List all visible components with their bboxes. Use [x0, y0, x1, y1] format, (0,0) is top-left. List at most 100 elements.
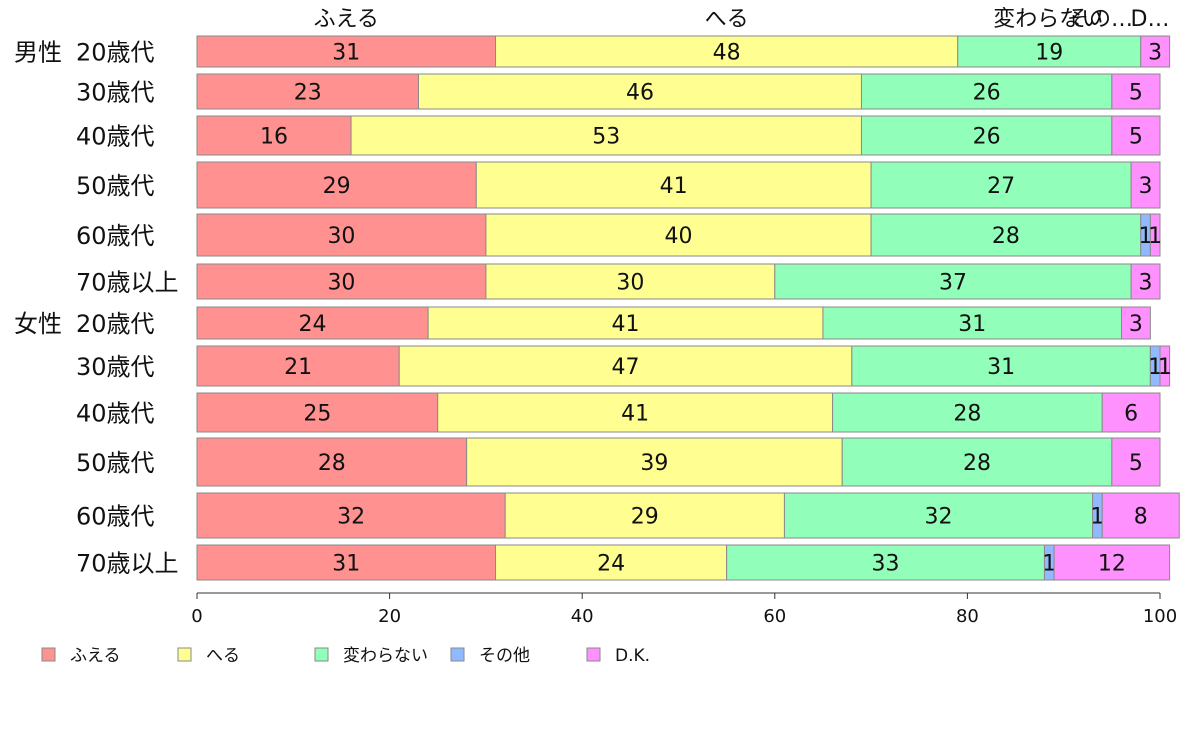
bar-segment: [1120, 306, 1151, 340]
category-label: 20歳代: [76, 39, 155, 67]
bar-segment: [851, 345, 1151, 387]
bar-segment: [1159, 345, 1171, 387]
bar-segment: [475, 161, 872, 209]
bar-segment: [427, 306, 824, 340]
top-series-label: へる: [705, 7, 749, 32]
bar-segment: [485, 263, 776, 300]
category-label: 60歳代: [76, 222, 155, 250]
category-label: 20歳代: [76, 310, 155, 338]
data-label: 31: [958, 312, 986, 337]
data-label: 3: [1139, 174, 1153, 199]
data-label: 16: [260, 125, 288, 150]
bar-segment: [1130, 161, 1161, 209]
bar-segment: [870, 213, 1142, 257]
data-label: 40: [665, 224, 693, 249]
bar-segment: [350, 115, 862, 156]
data-label: 29: [323, 174, 351, 199]
bar-segment: [822, 306, 1122, 340]
bar-segment: [196, 492, 506, 539]
bar-segment: [495, 544, 728, 581]
x-tick-label: 100: [1143, 606, 1177, 627]
data-label: 39: [640, 451, 668, 476]
bar-segment: [417, 73, 862, 110]
bar-segment: [196, 437, 468, 487]
data-label: 30: [616, 271, 644, 296]
top-series-label: その…: [1067, 7, 1133, 32]
bar-segment: [1053, 544, 1171, 581]
bar-segment: [1130, 263, 1161, 300]
bar-segment: [1111, 115, 1161, 156]
bar-segment: [860, 73, 1113, 110]
legend-label: その他: [479, 646, 530, 666]
data-label: 23: [294, 81, 322, 106]
data-label: 41: [621, 402, 649, 427]
data-label: 24: [299, 312, 327, 337]
data-label: 3: [1148, 41, 1162, 66]
bar-segment: [774, 263, 1132, 300]
category-label: 40歳代: [76, 123, 155, 151]
bar-segment: [783, 492, 1094, 539]
category-label: 50歳代: [76, 172, 155, 200]
data-label: 32: [337, 505, 365, 530]
category-label: 70歳以上: [76, 550, 179, 578]
category-label: 30歳代: [76, 353, 155, 381]
bar-segment: [196, 115, 352, 156]
data-label: 24: [597, 552, 625, 577]
bar-segment: [957, 35, 1142, 68]
data-label: 48: [713, 41, 741, 66]
data-label: 1: [1148, 355, 1162, 380]
bar-segment: [841, 437, 1113, 487]
x-tick-label: 80: [956, 606, 979, 627]
data-label: 26: [973, 125, 1001, 150]
group-label: 男性: [14, 39, 62, 67]
data-label: 8: [1134, 505, 1148, 530]
data-label: 41: [612, 312, 640, 337]
bar-segment: [196, 213, 487, 257]
x-tick-label: 60: [763, 606, 786, 627]
data-label: 6: [1124, 402, 1138, 427]
bar-segment: [726, 544, 1045, 581]
x-tick-label: 0: [191, 606, 202, 627]
data-label: 30: [327, 271, 355, 296]
data-label: 29: [631, 505, 659, 530]
data-label: 31: [987, 355, 1015, 380]
x-tick-label: 20: [378, 606, 401, 627]
data-label: 37: [939, 271, 967, 296]
data-label: 28: [318, 451, 346, 476]
data-label: 33: [872, 552, 900, 577]
legend-label: へる: [206, 646, 240, 666]
data-label: 5: [1129, 81, 1143, 106]
top-series-label: D…: [1131, 7, 1170, 32]
bar-segment: [196, 73, 419, 110]
legend-label: 変わらない: [343, 646, 428, 666]
data-label: 1: [1158, 355, 1172, 380]
group-label: 女性: [14, 310, 62, 338]
legend-swatch: [314, 647, 329, 662]
data-label: 28: [992, 224, 1020, 249]
category-label: 40歳代: [76, 400, 155, 428]
x-tick-label: 40: [571, 606, 594, 627]
bar-segment: [196, 161, 477, 209]
bar-segment: [1149, 213, 1161, 257]
data-label: 30: [327, 224, 355, 249]
data-label: 31: [332, 552, 360, 577]
bar-segment: [398, 345, 853, 387]
data-label: 41: [660, 174, 688, 199]
legend-label: ふえる: [70, 646, 121, 666]
top-series-label: 変わらない: [993, 7, 1103, 32]
legend-swatch: [586, 647, 601, 662]
bar-segment: [495, 35, 959, 68]
data-label: 5: [1129, 125, 1143, 150]
data-label: 46: [626, 81, 654, 106]
data-label: 53: [592, 125, 620, 150]
data-label: 19: [1035, 41, 1063, 66]
data-label: 21: [284, 355, 312, 380]
bar-segment: [1111, 437, 1161, 487]
data-label: 26: [973, 81, 1001, 106]
bar-segment: [196, 263, 487, 300]
data-label: 1: [1090, 505, 1104, 530]
bar-segment: [196, 306, 429, 340]
data-label: 1: [1042, 552, 1056, 577]
bar-segment: [196, 35, 497, 68]
data-label: 25: [303, 402, 331, 427]
